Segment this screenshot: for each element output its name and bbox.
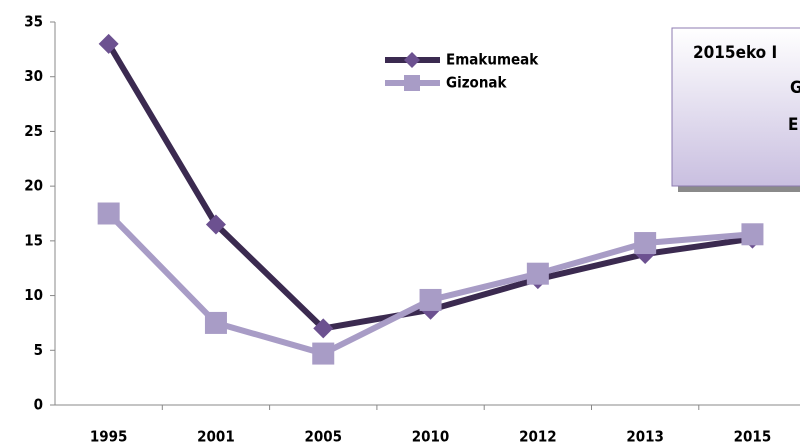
data-point <box>205 214 226 235</box>
data-point <box>741 223 764 246</box>
annotation-line: E <box>788 115 798 135</box>
data-point <box>419 288 442 311</box>
y-tick-label: 30 <box>24 67 43 85</box>
series-line <box>106 42 753 332</box>
x-tick-label: 2005 <box>304 428 342 446</box>
data-point <box>634 232 657 255</box>
y-tick-label: 20 <box>24 177 43 195</box>
legend-label: Emakumeak <box>446 51 539 69</box>
annotation-box <box>671 27 800 187</box>
data-point <box>526 262 549 285</box>
data-point <box>98 33 119 54</box>
y-tick-label: 0 <box>34 396 43 414</box>
legend-marker <box>404 75 420 91</box>
y-tick-label: 35 <box>24 13 43 31</box>
x-tick-label: 2001 <box>197 428 235 446</box>
data-point <box>312 342 335 365</box>
y-tick-label: 25 <box>24 122 43 140</box>
legend-marker <box>404 52 420 68</box>
x-tick-label: 1995 <box>90 428 128 446</box>
legend-label: Gizonak <box>446 74 508 92</box>
x-tick-label: 2010 <box>412 428 450 446</box>
data-point <box>313 318 334 339</box>
x-tick-label: 2013 <box>626 428 664 446</box>
annotation-line: G <box>790 78 800 98</box>
data-point <box>204 311 227 334</box>
data-point <box>97 202 120 225</box>
y-tick-label: 5 <box>34 341 43 359</box>
y-tick-label: 15 <box>24 231 43 249</box>
annotation-line: 2015eko I <box>693 43 777 63</box>
x-tick-label: 2015 <box>734 428 772 446</box>
x-tick-label: 2012 <box>519 428 557 446</box>
y-tick-label: 10 <box>24 286 43 304</box>
